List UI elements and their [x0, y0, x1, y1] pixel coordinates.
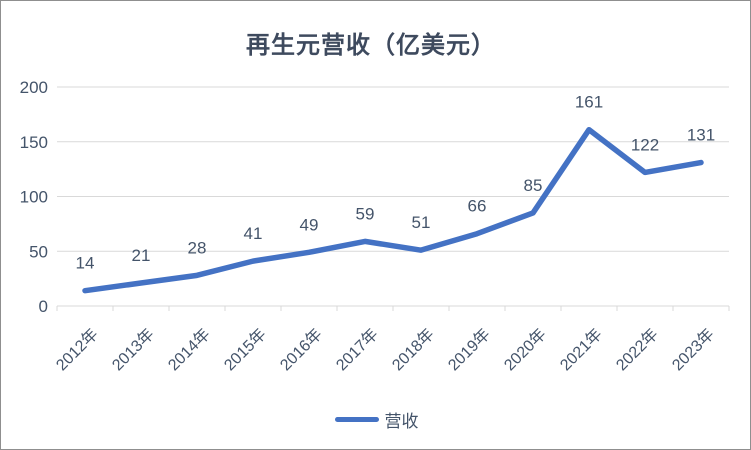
y-axis-tick-label: 150: [20, 133, 48, 152]
x-axis-tick-label: 2017年: [333, 325, 382, 374]
data-label: 131: [687, 126, 715, 145]
data-label: 122: [631, 135, 659, 154]
x-axis-tick-label: 2023年: [669, 325, 718, 374]
legend-series-label: 营收: [384, 412, 419, 431]
x-axis-tick-label: 2014年: [165, 325, 214, 374]
x-axis-tick-label: 2021年: [557, 325, 606, 374]
data-label: 51: [412, 213, 431, 232]
legend-line-swatch: [334, 417, 379, 422]
data-label: 85: [524, 176, 543, 195]
y-axis-tick-label: 100: [20, 188, 48, 207]
data-label: 41: [244, 224, 263, 243]
revenue-line-series: [82, 126, 704, 294]
x-axis-tick-label: 2012年: [53, 325, 102, 374]
data-label: 59: [356, 204, 375, 223]
data-label: 66: [468, 197, 487, 216]
data-label: 49: [300, 215, 319, 234]
y-axis-tick-label: 0: [39, 297, 48, 316]
x-axis-tick-label: 2022年: [613, 325, 662, 374]
x-axis-tick-label: 2020年: [501, 325, 550, 374]
data-label: 21: [132, 246, 151, 265]
data-label: 14: [76, 254, 95, 273]
data-label: 28: [188, 238, 207, 257]
x-axis-tick-label: 2015年: [221, 325, 270, 374]
y-axis-tick-label: 200: [20, 78, 48, 97]
x-axis-tick-label: 2016年: [277, 325, 326, 374]
y-axis-tick-label: 50: [29, 242, 48, 261]
chart-title: 再生元营收（亿美元）: [246, 32, 496, 59]
x-axis-tick-label: 2018年: [389, 325, 438, 374]
x-axis-tick-label: 2013年: [109, 325, 158, 374]
legend: 营收: [1, 407, 750, 432]
x-axis-tick-label: 2019年: [445, 325, 494, 374]
data-label: 161: [575, 93, 603, 112]
